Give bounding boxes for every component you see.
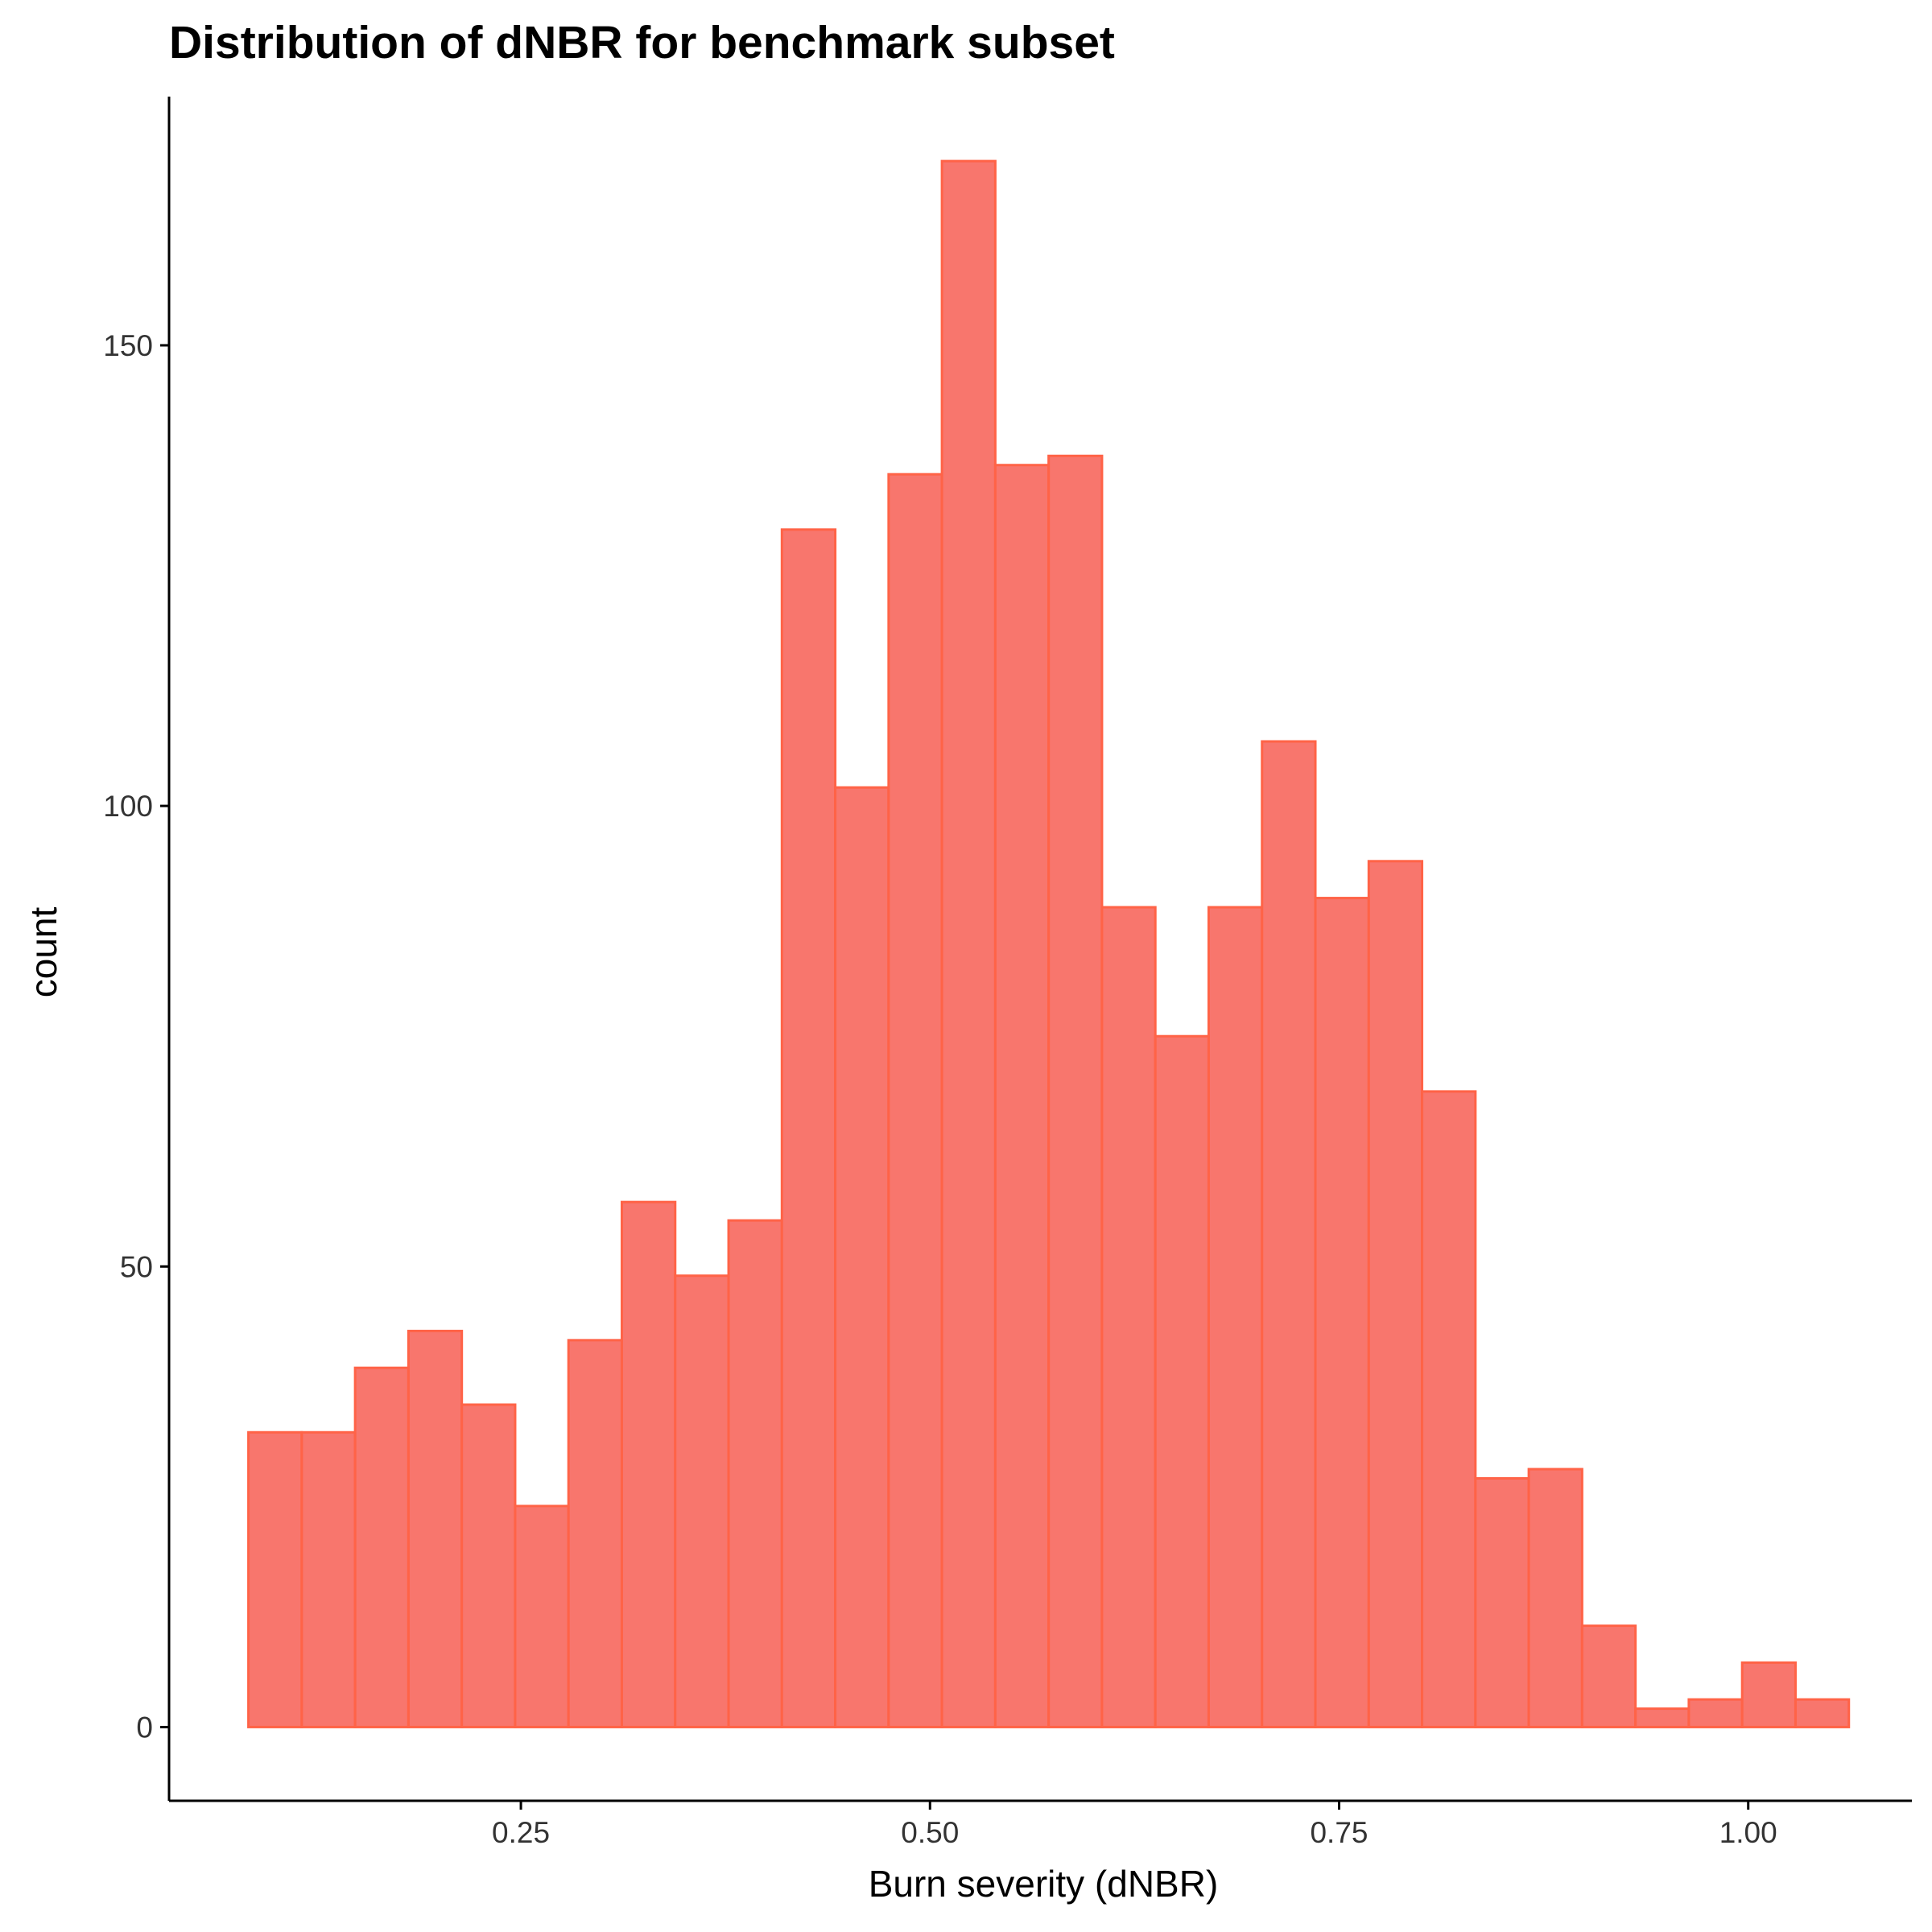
histogram-bar xyxy=(247,1430,303,1728)
y-axis-title: count xyxy=(23,907,64,998)
histogram-bar xyxy=(674,1274,730,1728)
x-tick-label: 1.00 xyxy=(1719,1816,1777,1849)
histogram-bar xyxy=(620,1200,677,1728)
histogram-bar xyxy=(1421,1090,1477,1728)
histogram-bar xyxy=(887,473,943,1728)
histogram-bar xyxy=(727,1219,783,1728)
x-axis-title: Burn severity (dNBR) xyxy=(869,1863,1219,1905)
y-tick-label: 0 xyxy=(136,1711,153,1744)
y-axis: 0 50 100 150 xyxy=(103,97,171,1801)
histogram-bar xyxy=(1100,906,1157,1728)
histogram-bar xyxy=(1794,1698,1851,1728)
histogram-bar xyxy=(1580,1624,1637,1728)
y-tick-label: 50 xyxy=(120,1250,153,1283)
histogram-bar xyxy=(1207,906,1264,1728)
bars-group xyxy=(247,159,1851,1728)
histogram-bar xyxy=(514,1505,570,1728)
histogram-bar xyxy=(1740,1661,1797,1728)
chart-title: Distribution of dNBR for benchmark subse… xyxy=(169,17,1115,68)
histogram-bar xyxy=(940,159,997,1728)
histogram-bar xyxy=(1154,1034,1210,1728)
x-tick-label: 0.75 xyxy=(1310,1816,1368,1849)
histogram-bar xyxy=(300,1430,357,1728)
y-tick-label: 100 xyxy=(103,790,153,823)
histogram-bar xyxy=(407,1329,464,1728)
x-axis: 0.25 0.50 0.75 1.00 xyxy=(169,1799,1912,1849)
y-tick-label: 150 xyxy=(103,329,153,362)
histogram-bar xyxy=(567,1339,623,1728)
histogram-bar xyxy=(460,1403,517,1728)
histogram-bar xyxy=(780,528,837,1728)
histogram-bar xyxy=(1527,1468,1583,1728)
histogram-bar xyxy=(834,786,890,1728)
histogram-bar xyxy=(1634,1707,1690,1728)
histogram-bar xyxy=(1687,1698,1744,1728)
histogram-bar xyxy=(1314,897,1370,1728)
x-tick-label: 0.25 xyxy=(492,1816,550,1849)
histogram-bar xyxy=(993,464,1051,1728)
histogram-bar xyxy=(1367,860,1424,1728)
histogram-bar xyxy=(1474,1476,1530,1728)
x-tick-label: 0.50 xyxy=(901,1816,959,1849)
histogram-bar xyxy=(353,1366,410,1728)
histogram-bar xyxy=(1261,740,1317,1728)
histogram-bar xyxy=(1047,454,1104,1728)
